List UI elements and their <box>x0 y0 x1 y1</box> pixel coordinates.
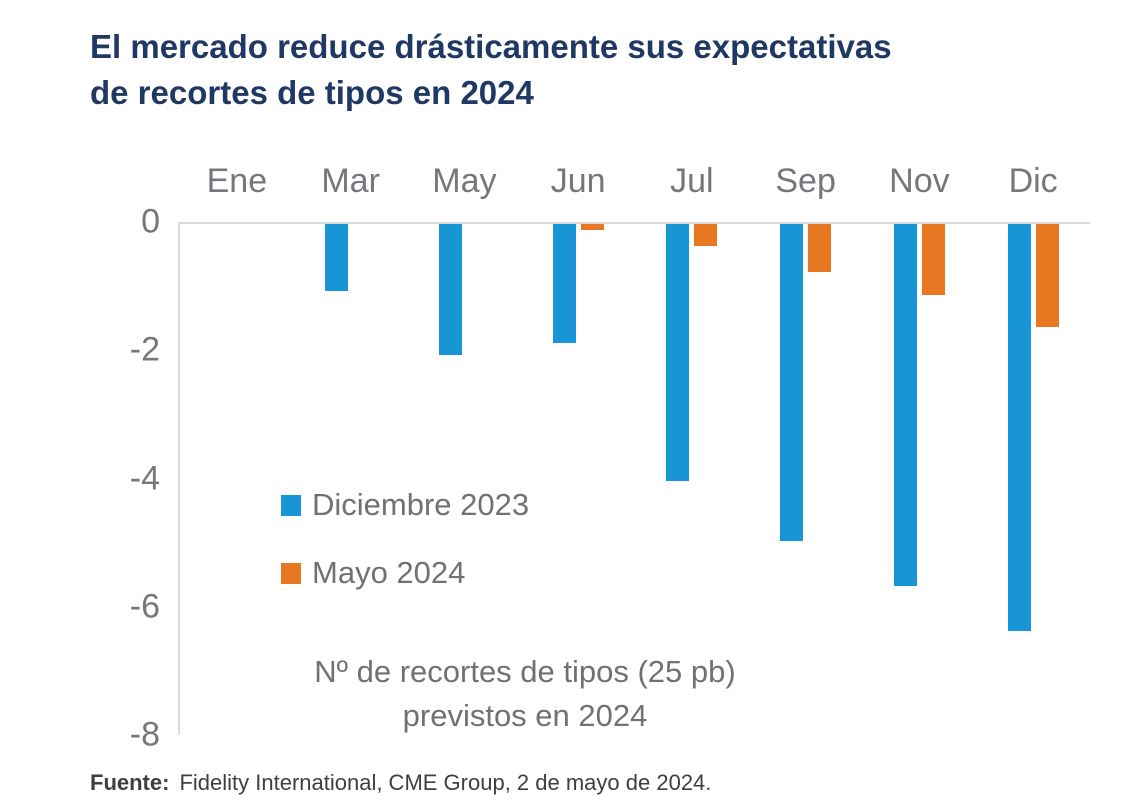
bar-mayo-2024 <box>921 224 945 295</box>
chart-title-line2: de recortes de tipos en 2024 <box>90 73 534 111</box>
x-tick-label: May <box>432 162 497 200</box>
y-tick-label: -2 <box>129 330 160 369</box>
annotation-line2: previstos en 2024 <box>402 698 648 734</box>
chart-title-line1: El mercado reduce drásticamente sus expe… <box>90 28 892 65</box>
x-tick-label: Dic <box>1008 162 1058 200</box>
bar-diciembre-2023 <box>438 224 462 355</box>
chart-legend: Diciembre 2023 Mayo 2024 <box>281 484 529 620</box>
y-tick-label: -8 <box>129 715 160 754</box>
y-tick-label: -6 <box>129 587 160 626</box>
bar-diciembre-2023 <box>666 224 690 481</box>
bar-mayo-2024 <box>694 224 718 246</box>
legend-label: Diciembre 2023 <box>312 487 530 522</box>
x-tick-label: Nov <box>889 162 950 200</box>
bar-mayo-2024 <box>1035 224 1059 327</box>
source-note: Fuente: Fidelity International, CME Group… <box>90 770 711 796</box>
x-tick-label: Sep <box>775 162 836 200</box>
legend-label: Mayo 2024 <box>312 555 466 590</box>
y-tick-label: 0 <box>141 202 160 241</box>
legend-item-diciembre-2023: Diciembre 2023 <box>281 484 529 526</box>
bar-diciembre-2023 <box>1007 224 1031 631</box>
bar-diciembre-2023 <box>325 224 349 291</box>
chart-title: El mercado reduce drásticamente sus expe… <box>90 24 892 115</box>
annotation-line1: Nº de recortes de tipos (25 pb) <box>314 654 736 689</box>
bar-mayo-2024 <box>808 224 832 272</box>
x-tick-label: Jul <box>670 162 714 200</box>
y-axis-labels: 0 -2 -4 -6 -8 <box>0 203 160 754</box>
y-tick-label: -4 <box>129 459 160 497</box>
x-tick-label: Jun <box>550 162 606 200</box>
legend-swatch-orange <box>281 562 301 584</box>
chart-annotation: Nº de recortes de tipos (25 pb) previsto… <box>175 650 875 738</box>
x-tick-label: Ene <box>206 162 268 200</box>
source-label: Fuente: <box>90 770 170 795</box>
x-tick-label: Mar <box>321 162 380 200</box>
source-text: Fidelity International, CME Group, 2 de … <box>179 770 712 795</box>
legend-swatch-blue <box>281 494 301 516</box>
legend-item-mayo-2024: Mayo 2024 <box>281 552 529 594</box>
bar-diciembre-2023 <box>780 224 804 541</box>
bar-mayo-2024 <box>580 224 604 230</box>
bar-diciembre-2023 <box>893 224 917 586</box>
plot-area: Ene Mar May Jun Jul Sep Nov Dic <box>178 162 1090 735</box>
bar-diciembre-2023 <box>552 224 576 343</box>
